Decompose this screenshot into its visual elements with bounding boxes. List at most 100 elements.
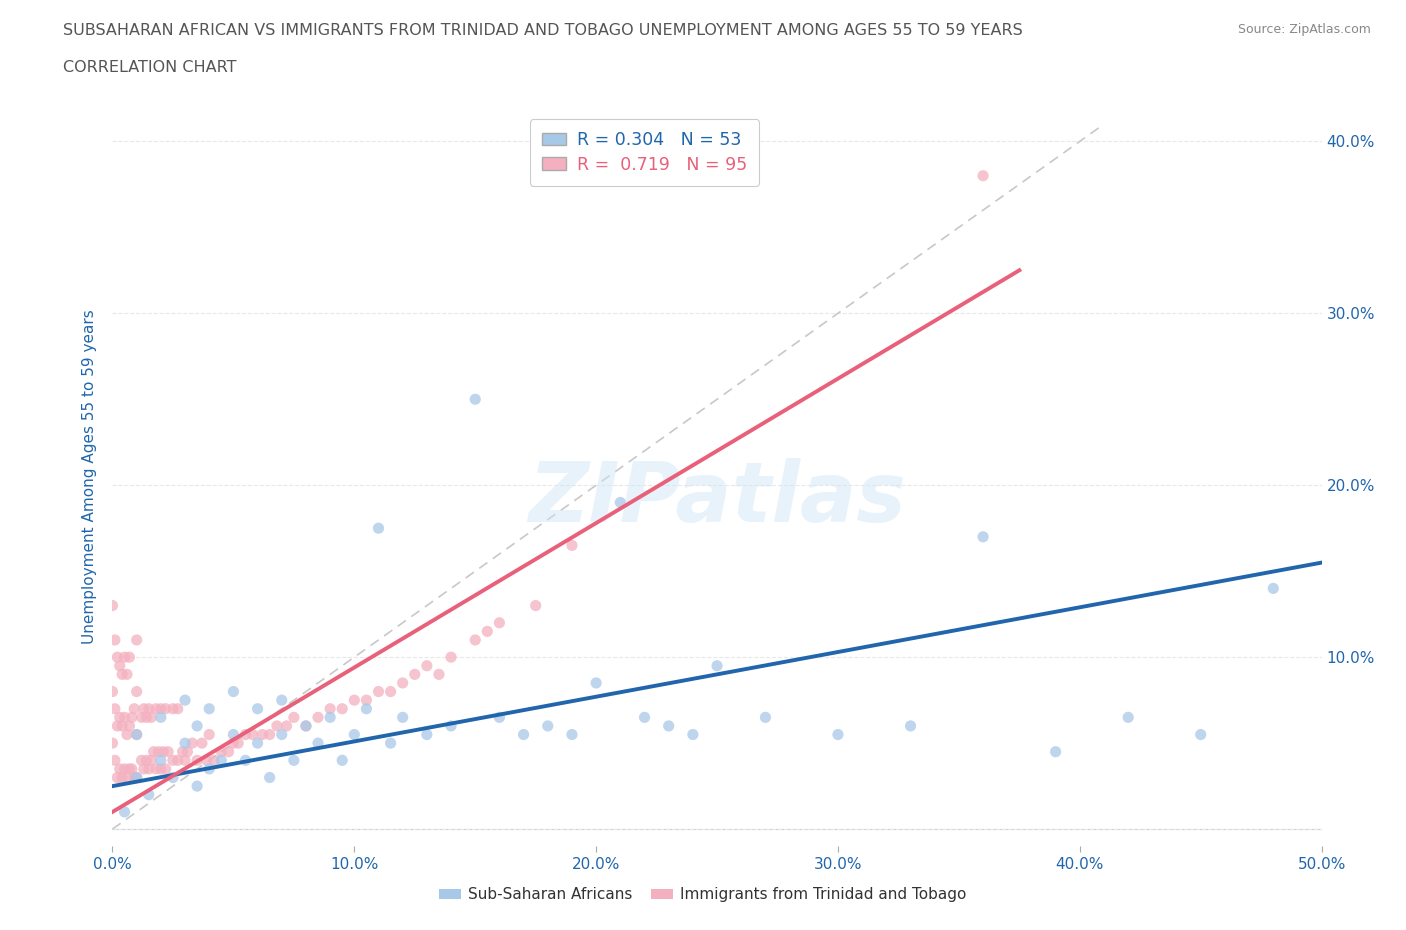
Point (682, 727, 704, 742)
Point (295, 719, 318, 734)
Point (142, 744, 165, 759)
Point (319, 701, 342, 716)
Point (343, 693, 366, 708)
Y-axis label: Unemployment Among Ages 55 to 59 years: Unemployment Among Ages 55 to 59 years (82, 310, 97, 644)
Point (186, 778, 208, 793)
Point (145, 762, 167, 777)
Point (259, 727, 281, 742)
Point (198, 701, 221, 716)
Point (138, 788, 160, 803)
Point (512, 727, 534, 742)
Point (176, 744, 198, 759)
Point (141, 710, 163, 724)
Point (125, 727, 148, 742)
Point (115, 727, 138, 742)
Point (537, 719, 560, 734)
Point (101, 598, 124, 613)
Point (101, 684, 124, 699)
Point (174, 753, 197, 768)
Point (125, 770, 148, 785)
Point (609, 495, 631, 510)
Point (246, 701, 269, 716)
Point (191, 736, 214, 751)
Point (166, 701, 188, 716)
Text: SUBSAHARAN AFRICAN VS IMMIGRANTS FROM TRINIDAD AND TOBAGO UNEMPLOYMENT AMONG AGE: SUBSAHARAN AFRICAN VS IMMIGRANTS FROM TR… (63, 23, 1024, 38)
Point (149, 753, 172, 768)
Point (138, 701, 160, 716)
Point (343, 727, 366, 742)
Point (900, 719, 922, 734)
Point (162, 753, 184, 768)
Point (101, 736, 124, 751)
Point (477, 624, 499, 639)
Point (141, 753, 163, 768)
Point (706, 658, 728, 673)
Point (104, 701, 127, 716)
Point (827, 727, 849, 742)
Legend: Sub-Saharan Africans, Immigrants from Trinidad and Tobago: Sub-Saharan Africans, Immigrants from Tr… (433, 882, 973, 909)
Point (149, 710, 172, 724)
Point (266, 719, 288, 734)
Point (367, 521, 389, 536)
Point (195, 753, 218, 768)
Point (105, 770, 128, 785)
Point (222, 727, 245, 742)
Point (172, 744, 194, 759)
Point (488, 710, 510, 724)
Point (307, 736, 329, 751)
Point (972, 529, 994, 544)
Point (166, 753, 188, 768)
Point (155, 701, 177, 716)
Point (218, 744, 240, 759)
Point (149, 762, 172, 777)
Point (125, 727, 148, 742)
Point (125, 770, 148, 785)
Point (121, 710, 143, 724)
Point (122, 701, 145, 716)
Point (252, 727, 274, 742)
Point (380, 736, 402, 751)
Point (155, 762, 177, 777)
Point (754, 710, 776, 724)
Point (524, 598, 547, 613)
Point (283, 710, 305, 724)
Point (222, 684, 245, 699)
Point (235, 753, 257, 768)
Point (114, 762, 136, 777)
Point (111, 719, 134, 734)
Point (307, 710, 329, 724)
Point (270, 727, 292, 742)
Point (259, 770, 281, 785)
Point (391, 710, 413, 724)
Point (319, 710, 342, 724)
Point (104, 632, 127, 647)
Point (561, 538, 583, 552)
Point (118, 650, 141, 665)
Point (356, 701, 378, 716)
Point (330, 753, 353, 768)
Point (149, 701, 172, 716)
Point (464, 392, 486, 406)
Point (270, 693, 292, 708)
Text: CORRELATION CHART: CORRELATION CHART (63, 60, 236, 75)
Point (174, 736, 197, 751)
Point (135, 753, 157, 768)
Point (222, 736, 245, 751)
Point (242, 727, 264, 742)
Point (122, 770, 145, 785)
Point (295, 719, 318, 734)
Point (1045, 744, 1067, 759)
Point (174, 693, 197, 708)
Point (132, 701, 155, 716)
Point (115, 770, 138, 785)
Point (561, 727, 583, 742)
Point (135, 710, 157, 724)
Point (658, 719, 681, 734)
Legend: R = 0.304   N = 53, R =  0.719   N = 95: R = 0.304 N = 53, R = 0.719 N = 95 (530, 119, 759, 186)
Point (108, 762, 131, 777)
Point (131, 710, 153, 724)
Point (440, 719, 463, 734)
Point (209, 753, 232, 768)
Point (132, 762, 155, 777)
Point (416, 727, 439, 742)
